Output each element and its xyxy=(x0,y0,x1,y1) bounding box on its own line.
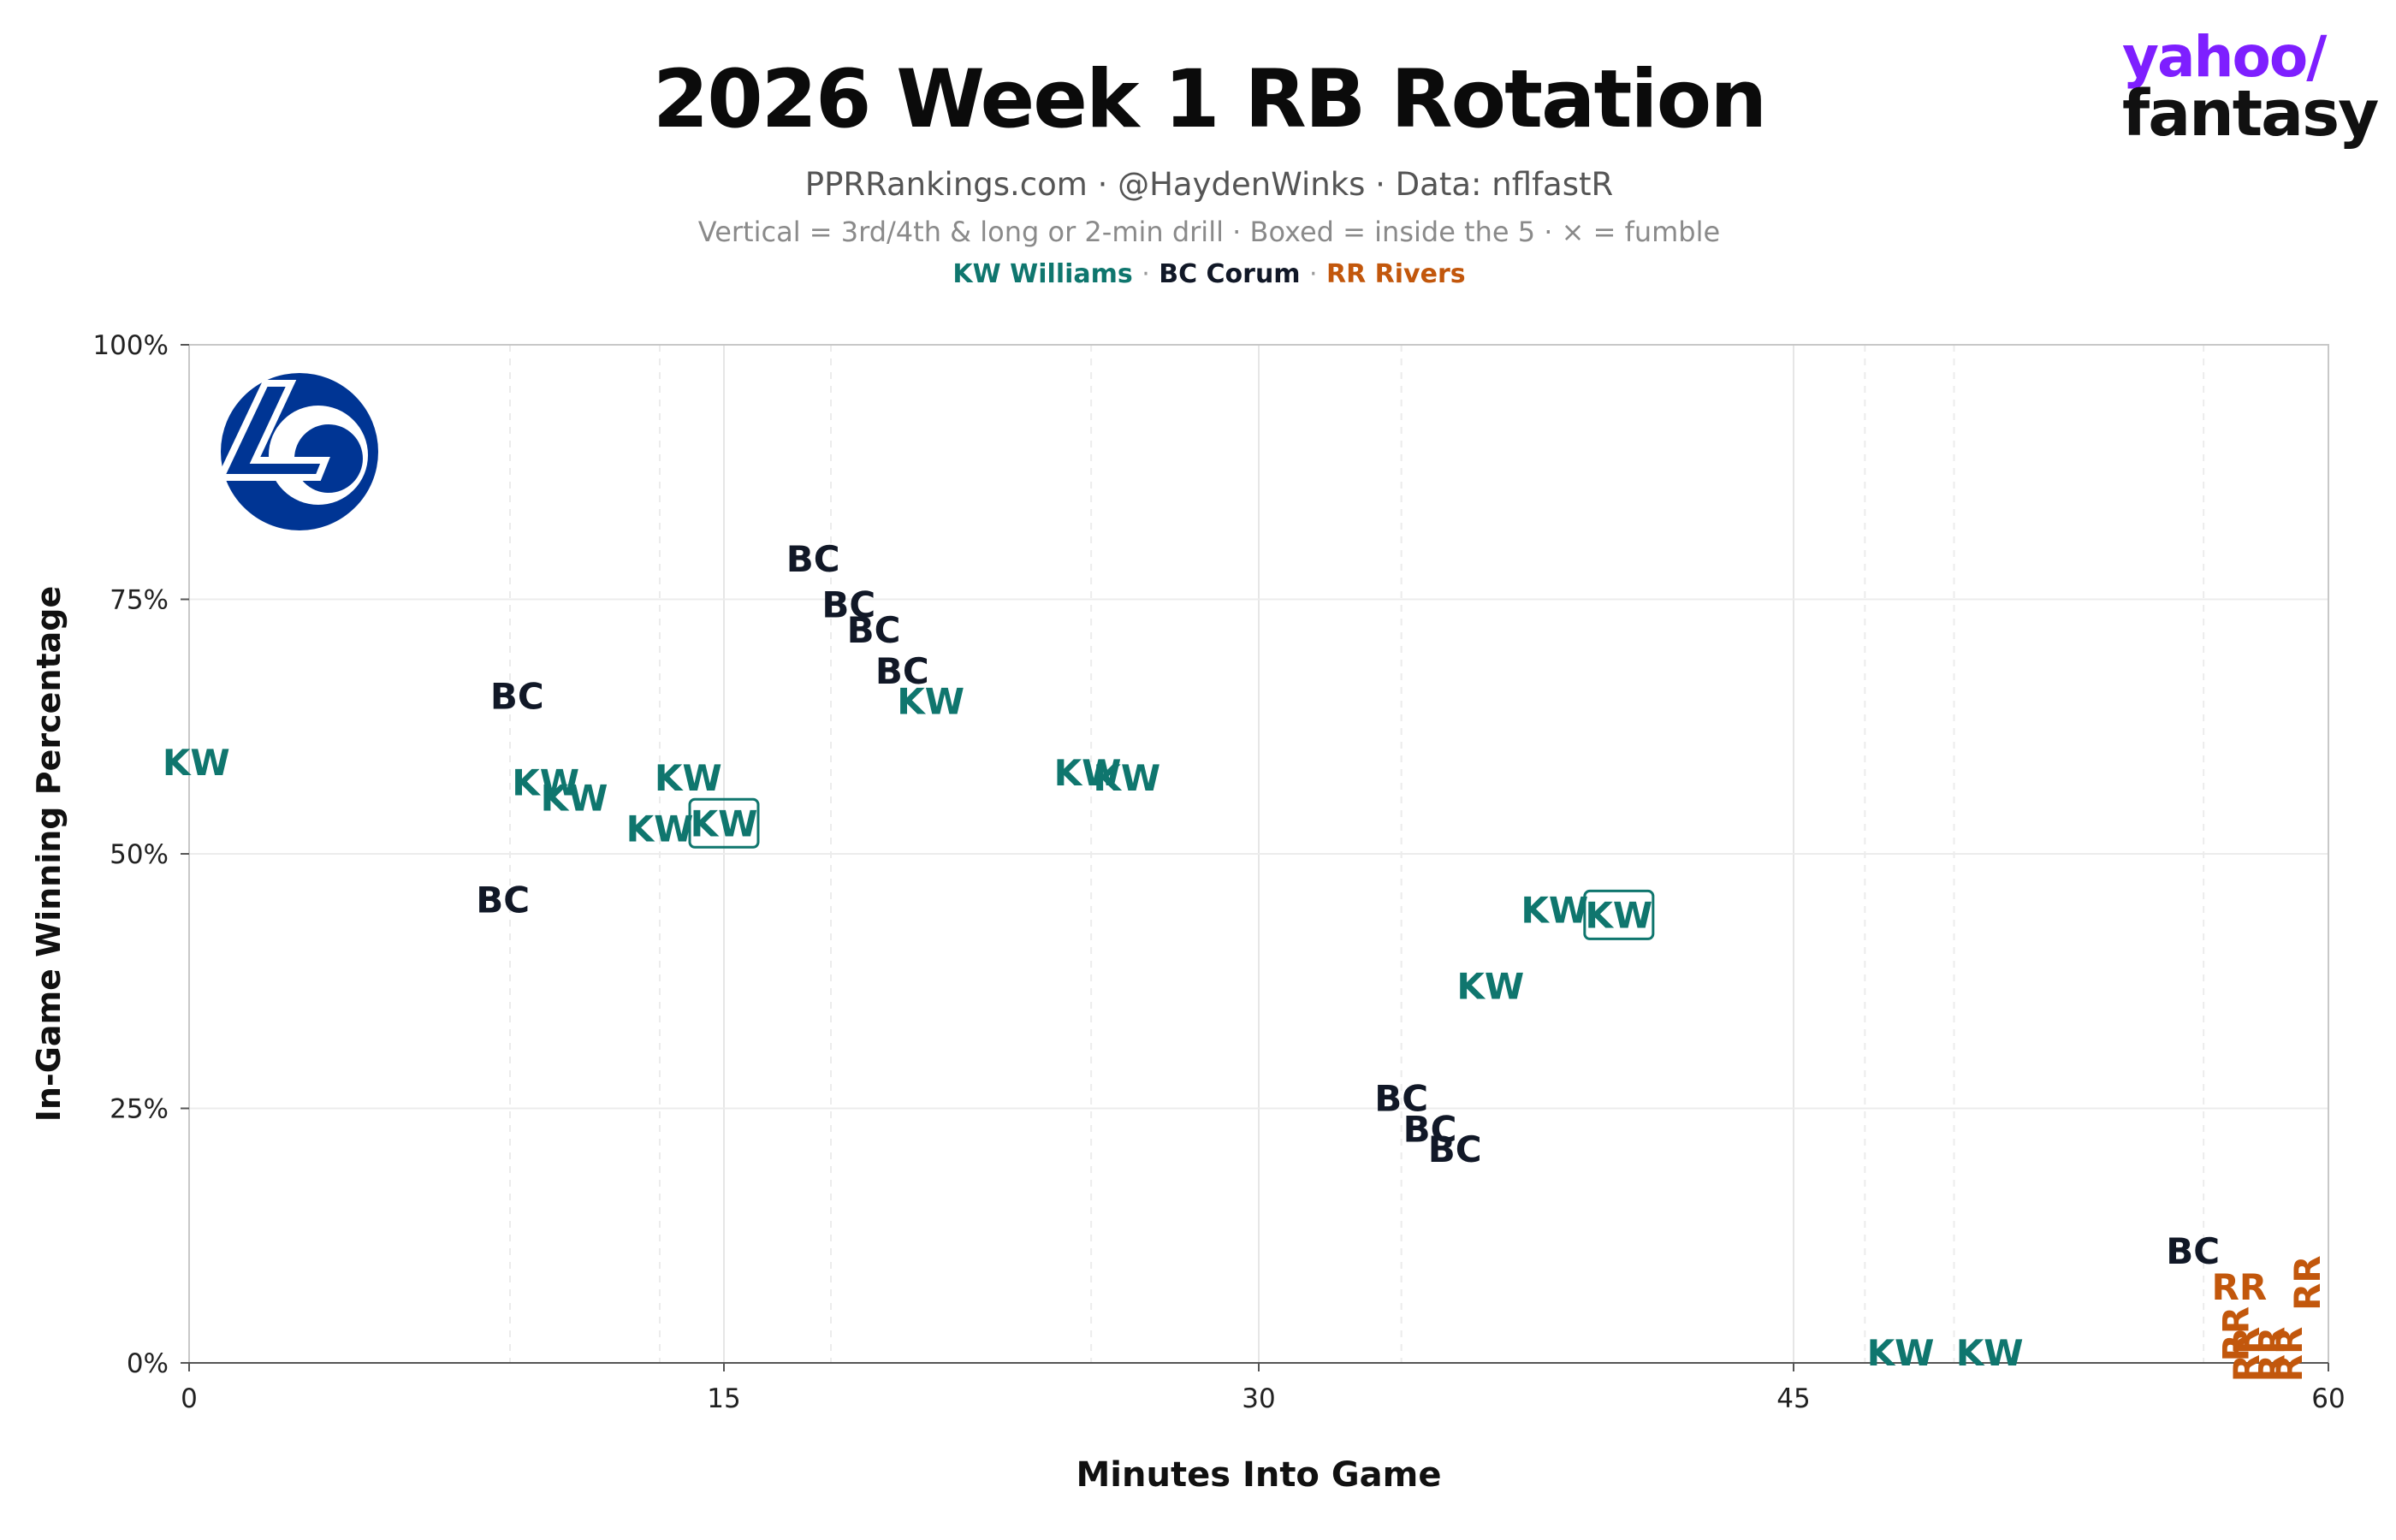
point-kw: KW xyxy=(1054,752,1122,794)
grid xyxy=(188,344,2329,1364)
point-kw: KW xyxy=(1867,1332,1935,1374)
point-rr: RR xyxy=(2215,1306,2257,1362)
point-label: BC xyxy=(1374,1078,1428,1120)
point-rr: RR xyxy=(2251,1327,2292,1383)
x-tick-label: 60 xyxy=(2311,1383,2345,1414)
point-bc: BC xyxy=(476,880,530,921)
chart-note: Vertical = 3rd/4th & long or 2-min drill… xyxy=(697,216,1721,248)
point-bc: BC xyxy=(875,650,929,692)
point-bc: BC xyxy=(1428,1128,1482,1170)
point-kw: KW xyxy=(897,681,964,723)
x-axis-title: Minutes Into Game xyxy=(1076,1455,1442,1495)
point-label: KW xyxy=(1867,1332,1935,1374)
point-label: RR xyxy=(2268,1327,2310,1383)
point-bc: BC xyxy=(821,583,875,625)
y-tick-label: 75% xyxy=(110,585,169,616)
point-label: BC xyxy=(1403,1108,1457,1150)
point-label: KW xyxy=(1054,752,1122,794)
point-kw: KW xyxy=(1583,889,1655,940)
point-label: BC xyxy=(2166,1230,2220,1272)
legend: KW Williams · BC Corum · RR Rivers xyxy=(0,259,2396,289)
chart-title: 2026 Week 1 RB Rotation xyxy=(652,53,1767,146)
y-tick-label: 50% xyxy=(110,839,169,870)
point-label: RR xyxy=(2251,1327,2292,1383)
axis-ticks: 0 15 30 45 60 0% 25% 50% 75% 100% xyxy=(92,330,2345,1414)
point-kw: KW xyxy=(1456,966,1524,1008)
point-label: BC xyxy=(847,609,901,651)
point-label: KW xyxy=(1456,966,1524,1008)
chart-subtitle: PPRRankings.com · @HaydenWinks · Data: n… xyxy=(804,166,1614,203)
point-label: BC xyxy=(875,650,929,692)
point-rr: RR xyxy=(2286,1255,2328,1311)
point-label: KW xyxy=(163,742,230,784)
x-tick-label: 45 xyxy=(1776,1383,1810,1414)
point-label: KW xyxy=(691,803,758,844)
point-label: KW xyxy=(655,757,722,799)
point-label: BC xyxy=(821,583,875,625)
point-kw: KW xyxy=(163,742,230,784)
point-label: BC xyxy=(490,676,544,718)
yahoo-fantasy-logo: yahoo/ fantasy xyxy=(2122,24,2379,151)
point-label: KW xyxy=(1956,1332,2024,1374)
point-label: RR xyxy=(2211,1266,2267,1308)
point-kw: KW xyxy=(512,762,579,804)
point-label: KW xyxy=(626,808,694,850)
y-axis-title: In-Game Winning Percentage xyxy=(30,586,68,1122)
point-bc: BC xyxy=(2166,1230,2220,1272)
y-tick-label: 25% xyxy=(110,1094,169,1125)
point-kw: KW xyxy=(655,757,722,799)
fantasy-wordmark: fantasy xyxy=(2122,77,2379,151)
point-label: RR xyxy=(2215,1306,2257,1362)
point-label: KW xyxy=(1521,889,1588,931)
point-kw: KW xyxy=(688,797,760,849)
inside-five-box xyxy=(1583,889,1655,940)
x-tick-label: 15 xyxy=(707,1383,740,1414)
legend-item-rr: RR Rivers xyxy=(1326,259,1466,289)
point-label: KW xyxy=(512,762,579,804)
point-label: BC xyxy=(786,538,840,580)
point-label: RR xyxy=(2286,1255,2328,1311)
point-label: KW xyxy=(541,778,608,820)
point-label: BC xyxy=(1428,1128,1482,1170)
point-label: KW xyxy=(1585,894,1652,936)
point-kw: KW xyxy=(541,778,608,820)
y-tick-label: 100% xyxy=(92,330,169,361)
legend-item-kw: KW Williams xyxy=(952,259,1133,289)
y-tick-label: 0% xyxy=(127,1348,169,1379)
point-label: BC xyxy=(476,880,530,921)
rams-logo xyxy=(215,373,378,530)
inside-five-box xyxy=(688,797,760,849)
yahoo-wordmark: yahoo/ xyxy=(2122,24,2327,90)
x-tick-label: 0 xyxy=(181,1383,198,1414)
point-kw: KW xyxy=(1521,889,1588,931)
point-label: KW xyxy=(1093,757,1160,799)
point-bc: BC xyxy=(490,676,544,718)
point-kw: KW xyxy=(626,808,694,850)
point-label: RR xyxy=(2226,1327,2268,1383)
point-bc: BC xyxy=(1374,1078,1428,1120)
point-rr: RR xyxy=(2268,1327,2310,1383)
point-rr: RR xyxy=(2226,1327,2268,1383)
point-rr: RR xyxy=(2211,1266,2267,1308)
point-bc: BC xyxy=(847,609,901,651)
legend-item-bc: BC Corum xyxy=(1159,259,1301,289)
legend-separator: · xyxy=(1142,259,1150,289)
x-tick-label: 30 xyxy=(1242,1383,1275,1414)
point-kw: KW xyxy=(1093,757,1160,799)
legend-separator: · xyxy=(1309,259,1318,289)
point-kw: KW xyxy=(1956,1332,2024,1374)
point-label: KW xyxy=(897,681,964,723)
point-bc: BC xyxy=(786,538,840,580)
point-bc: BC xyxy=(1403,1108,1457,1150)
